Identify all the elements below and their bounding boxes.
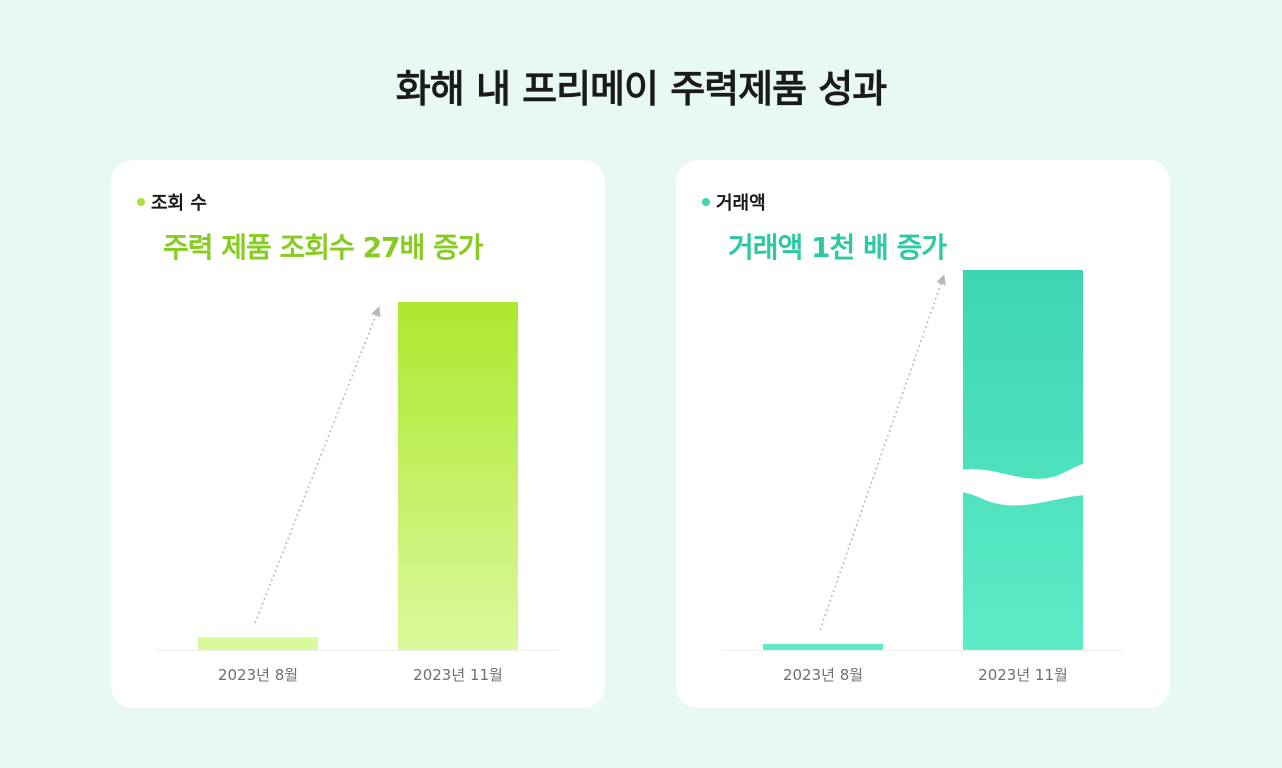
growth-arrow-icon	[254, 306, 381, 624]
bar-aug-2023	[763, 644, 883, 650]
bullet-dot-icon	[137, 198, 145, 206]
volume-card: 거래액 거래액 1천 배 증가 2023년 8월 2023년 11월	[676, 160, 1170, 708]
page-title: 화해 내 프리메이 주력제품 성과	[395, 67, 887, 111]
x-tick-label: 2023년 11월	[978, 666, 1068, 684]
views-card: 조회 수 주력 제품 조회수 27배 증가 2023년 8월 2023년 11월	[111, 160, 605, 708]
bullet-dot-icon	[702, 198, 710, 206]
views-label-text: 조회 수	[151, 193, 207, 214]
x-tick-label: 2023년 8월	[218, 666, 298, 684]
axis-break-icon	[943, 460, 1103, 507]
volume-headline: 거래액 1천 배 증가	[728, 231, 947, 264]
x-tick-label: 2023년 8월	[783, 666, 863, 684]
bar-nov-2023	[398, 302, 518, 650]
views-headline: 주력 제품 조회수 27배 증가	[163, 231, 484, 264]
volume-bar-chart: 2023년 8월 2023년 11월	[722, 270, 1124, 684]
bar-aug-2023	[198, 637, 318, 650]
bar-nov-2023	[963, 270, 1083, 650]
views-card-label: 조회 수	[137, 189, 207, 215]
growth-arrow-icon	[819, 274, 946, 631]
volume-card-label: 거래액	[702, 189, 766, 215]
volume-label-text: 거래액	[716, 193, 766, 214]
x-tick-label: 2023년 11월	[413, 666, 503, 684]
views-bar-chart: 2023년 8월 2023년 11월	[157, 302, 559, 684]
